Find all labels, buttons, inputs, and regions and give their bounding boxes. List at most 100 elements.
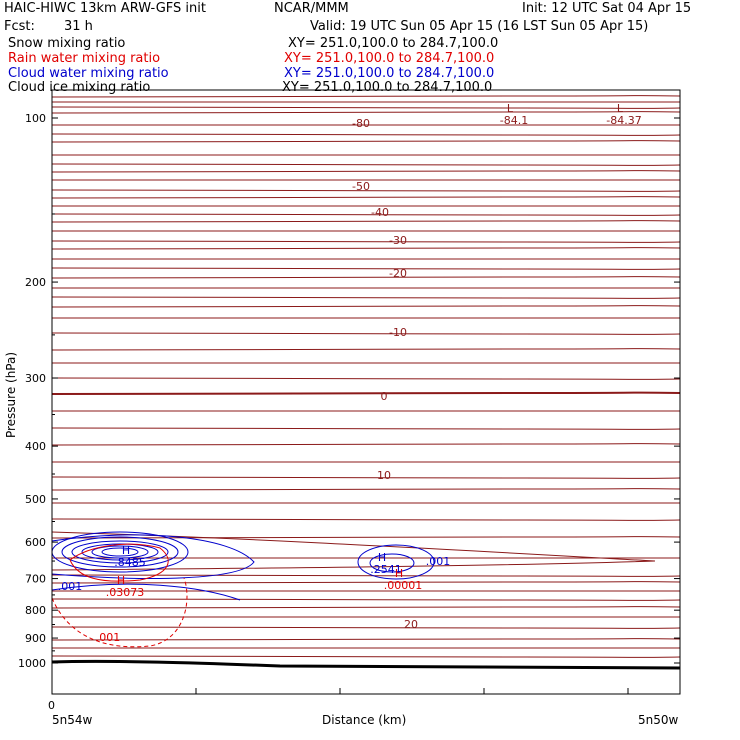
field-snow-xy: XY= 251.0,100.0 to 284.7,100.0	[288, 36, 499, 51]
temperature-contour	[51, 606, 681, 609]
temperature-contour	[51, 488, 681, 491]
x-right-label: 5n50w	[638, 713, 679, 727]
cloud-water-contour	[71, 540, 169, 564]
y-tick-label: 1000	[18, 657, 46, 670]
rain-contour	[51, 577, 188, 648]
temperature-contour	[51, 163, 681, 166]
temperature-label: -50	[352, 180, 370, 193]
y-tick-label: 100	[25, 112, 46, 125]
cloud-water-contour	[357, 544, 435, 580]
temperature-contour	[51, 574, 681, 577]
temperature-contour	[51, 140, 681, 143]
temperature-label: 20	[404, 618, 418, 631]
temperature-contour	[51, 332, 681, 335]
field-cloudice-name: Cloud ice mixing ratio	[8, 80, 151, 95]
temperature-label: -30	[389, 234, 407, 247]
y-tick-label: 800	[25, 604, 46, 617]
temperature-contour	[51, 348, 681, 351]
extremum-value: .03073	[106, 586, 145, 599]
temperature-contour	[51, 267, 681, 270]
extremum-value: -84.37	[606, 114, 641, 127]
contour-value-label: .001	[58, 580, 83, 593]
x-left-label: 5n54w	[52, 713, 93, 727]
extremum-marker: L	[507, 102, 514, 115]
y-tick-label: 900	[25, 632, 46, 645]
temperature-contour	[51, 240, 681, 243]
temperature-label: 0	[381, 390, 388, 403]
x-tick-label: 0	[48, 699, 55, 712]
plot-title: HAIC-HIWC 13km ARW-GFS init	[4, 1, 206, 16]
terrain-line	[51, 659, 681, 670]
init-time: Init: 12 UTC Sat 04 Apr 15	[522, 1, 692, 16]
temperature-contour	[51, 133, 681, 136]
cloud-water-contour	[91, 545, 149, 559]
temperature-contour	[51, 213, 681, 216]
temperature-contour	[51, 655, 681, 658]
temperature-contour	[51, 531, 656, 571]
temperature-contour	[51, 276, 681, 279]
temperature-contour	[51, 170, 681, 173]
contour-value-label: .001	[96, 631, 121, 644]
field-rain-xy: XY= 251.0,100.0 to 284.7,100.0	[284, 51, 495, 66]
y-tick-label: 400	[25, 440, 46, 453]
x-axis-title: Distance (km)	[322, 713, 407, 727]
org-label: NCAR/MMM	[274, 1, 349, 16]
field-cloudice-xy: XY= 251.0,100.0 to 284.7,100.0	[282, 80, 493, 95]
temperature-contour	[51, 626, 681, 629]
field-rain-name: Rain water mixing ratio	[8, 51, 161, 66]
temperature-contour	[51, 106, 681, 109]
forecast-hour: 31 h	[64, 19, 93, 34]
extremum-marker: H	[378, 551, 386, 564]
contour-layer: -80-50-40-30-20-1001020L-84.1L-84.37H.84…	[51, 95, 681, 670]
temperature-label: -40	[371, 206, 389, 219]
temperature-contour	[51, 443, 681, 446]
cloud-water-contour	[51, 583, 241, 601]
temperature-contour	[51, 377, 681, 380]
cloud-water-contour	[101, 547, 139, 557]
temperature-contour	[51, 581, 681, 584]
extremum-value: -84.1	[500, 114, 528, 127]
y-tick-label: 600	[25, 536, 46, 549]
temperature-label: -80	[352, 117, 370, 130]
temperature-contour	[51, 476, 681, 479]
temperature-contour	[51, 305, 681, 308]
temperature-contour	[51, 220, 681, 223]
cloud-water-contour	[51, 534, 255, 579]
extremum-value: .00001	[384, 579, 423, 592]
temperature-label: -20	[389, 267, 407, 280]
rain-contour	[69, 543, 169, 582]
cloud-water-contour	[61, 536, 179, 568]
temperature-contour	[51, 391, 681, 395]
field-cloudwater-xy: XY= 251.0,100.0 to 284.7,100.0	[284, 66, 495, 81]
plot-frame	[51, 89, 681, 695]
valid-time: Valid: 19 UTC Sun 05 Apr 15 (16 LST Sun …	[310, 19, 649, 34]
y-axis-title: Pressure (hPa)	[4, 351, 19, 439]
temperature-contour	[51, 95, 681, 98]
contour-value-label: .001	[426, 555, 451, 568]
temperature-contour	[51, 427, 681, 430]
extremum-marker: L	[617, 102, 624, 115]
temperature-contour	[51, 598, 681, 601]
y-tick-label: 700	[25, 573, 46, 586]
temperature-contour	[51, 638, 681, 641]
field-snow-name: Snow mixing ratio	[8, 36, 126, 51]
temperature-label: -10	[389, 326, 407, 339]
extremum-value: .2541	[370, 563, 402, 576]
y-tick-label: 300	[25, 372, 46, 385]
temperature-contour	[51, 247, 681, 250]
y-tick-label: 500	[25, 493, 46, 506]
cloud-water-contour	[369, 553, 415, 573]
temperature-label: 10	[377, 469, 391, 482]
extremum-value: .8485	[114, 556, 146, 569]
extremum-marker: H	[117, 574, 125, 587]
extremum-marker: H	[395, 567, 403, 580]
temperature-contour	[51, 296, 681, 299]
forecast-label: Fcst:	[4, 19, 35, 34]
field-cloudwater-name: Cloud water mixing ratio	[8, 66, 169, 81]
temperature-contour	[51, 111, 681, 114]
y-tick-label: 200	[25, 276, 46, 289]
temperature-contour	[51, 536, 681, 539]
temperature-contour	[51, 518, 681, 521]
